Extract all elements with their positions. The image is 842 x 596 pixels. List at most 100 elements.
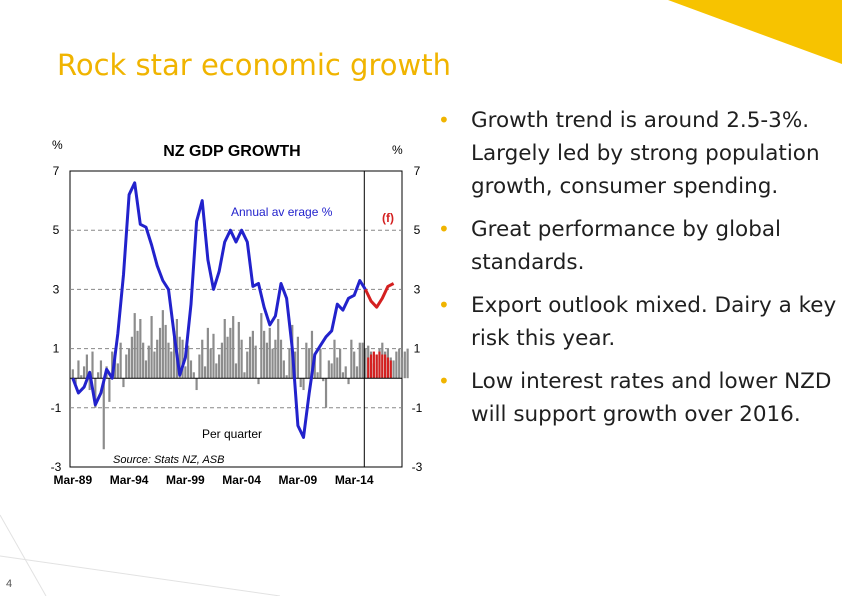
quarterly-bar (316, 372, 319, 379)
quarterly-bar (136, 330, 139, 379)
quarterly-bar (170, 351, 173, 379)
quarterly-bar (341, 372, 345, 379)
quarterly-bar (130, 336, 133, 379)
forecast-quarterly-bar (381, 354, 384, 379)
bullet-text: Low interest rates and lower NZD will su… (471, 369, 832, 427)
bullet-item: • Growth trend is around 2.5-3%. Largely … (438, 104, 838, 203)
quarterly-bar (150, 316, 153, 379)
quarterly-bar (260, 313, 263, 379)
quarterly-bar (127, 348, 131, 379)
quarterly-bar (161, 310, 164, 379)
quarterly-bar (400, 357, 404, 379)
ytick-label-right: 1 (414, 342, 421, 356)
quarterly-bar (361, 342, 364, 379)
page-number: 4 (6, 578, 13, 590)
quarterly-bar (125, 354, 128, 379)
quarterly-bar (80, 375, 83, 379)
quarterly-bar (220, 342, 224, 379)
quarterly-bar (139, 319, 142, 379)
quarterly-bar (293, 351, 297, 379)
quarterly-bar (181, 339, 184, 379)
quarterly-bar (288, 348, 291, 379)
quarterly-bar (192, 372, 195, 379)
ytick-label-left: 7 (53, 164, 60, 178)
forecast-quarterly-bar (375, 354, 378, 379)
quarterly-bar (355, 366, 359, 379)
quarterly-bar (102, 378, 105, 450)
quarterly-bar (403, 351, 406, 379)
quarterly-bar (350, 339, 353, 379)
quarterly-bar (74, 378, 77, 385)
quarterly-bar (313, 354, 316, 379)
bullet-list: • Growth trend is around 2.5-3%. Largely … (438, 104, 838, 441)
quarterly-bar (243, 372, 246, 379)
quarterly-bar (248, 336, 252, 379)
slide-title: Rock star economic growth (57, 48, 451, 82)
quarterly-bar (77, 360, 80, 379)
quarterly-bar (395, 351, 398, 379)
quarterly-bar (111, 351, 114, 379)
forecast-quarterly-bar (378, 351, 381, 379)
quarterly-bar (246, 351, 249, 379)
xtick-label: Mar-04 (222, 473, 261, 487)
quarterly-bar (215, 363, 218, 379)
quarterly-bar (296, 336, 299, 379)
xtick-label: Mar-94 (110, 473, 149, 487)
quarterly-bar (232, 316, 235, 379)
ytick-label-left: 5 (53, 223, 60, 237)
quarterly-bar (392, 360, 395, 379)
forecast-line (364, 282, 395, 309)
quarterly-bar (85, 354, 88, 379)
quarterly-bar (116, 363, 119, 379)
chart-title: NZ GDP GROWTH (163, 143, 300, 160)
bullet-dot-icon: • (438, 108, 450, 132)
quarterly-bar (158, 327, 162, 379)
quarterly-bar (240, 339, 243, 379)
quarterly-bar (327, 360, 330, 379)
quarterly-bar (97, 372, 100, 379)
quarterly-bar (91, 351, 94, 379)
forecast-quarterly-bar (367, 357, 370, 379)
quarterly-bar (94, 378, 97, 408)
ytick-label-left: 1 (53, 342, 60, 356)
ytick-label-right: -1 (412, 401, 423, 415)
quarterly-bar (406, 348, 409, 379)
ytick-label-right: -3 (412, 460, 423, 474)
gdp-chart: NZ GDP GROWTH % % 7 7 5 5 3 3 1 1 -1 -1 -3 -3 Mar-89… (44, 132, 424, 497)
quarterly-bar (358, 342, 361, 379)
quarterly-bar (234, 363, 238, 379)
quarterly-bar (164, 324, 167, 379)
quarterly-bar (305, 342, 308, 379)
quarterly-bar (209, 348, 212, 379)
quarterly-bar (347, 378, 350, 385)
unit-label-right: % (392, 143, 403, 157)
quarterly-bar (189, 360, 193, 379)
quarterly-bar (353, 351, 356, 379)
quarterly-bar (88, 378, 91, 391)
quarterly-bar (198, 354, 201, 379)
annual-average-line (71, 181, 367, 439)
quarterly-bar (398, 348, 401, 379)
quarterly-bar (173, 330, 176, 379)
quarterly-bar (257, 378, 260, 385)
xtick-label: Mar-89 (53, 473, 92, 487)
quarterly-bar (322, 378, 325, 382)
quarterly-bar (333, 339, 336, 379)
quarterly-bar (212, 333, 215, 379)
bullet-item: • Low interest rates and lower NZD will s… (438, 365, 838, 431)
bottom-left-decor-line (0, 555, 281, 596)
quarterly-bar (263, 330, 266, 379)
quarterly-bar (144, 360, 148, 379)
quarterly-bar (308, 348, 311, 379)
bullet-dot-icon: • (438, 293, 450, 317)
quarterly-bar (203, 366, 207, 379)
forecast-label: (f) (382, 211, 394, 225)
ytick-label-left: -1 (51, 401, 62, 415)
quarterly-bar (167, 342, 170, 379)
ytick-label-left: 3 (53, 282, 60, 296)
forecast-quarterly-bar (372, 351, 375, 379)
quarterly-bar (324, 378, 328, 408)
quarterly-bar (274, 339, 277, 379)
per-quarter-label: Per quarter (202, 427, 262, 441)
